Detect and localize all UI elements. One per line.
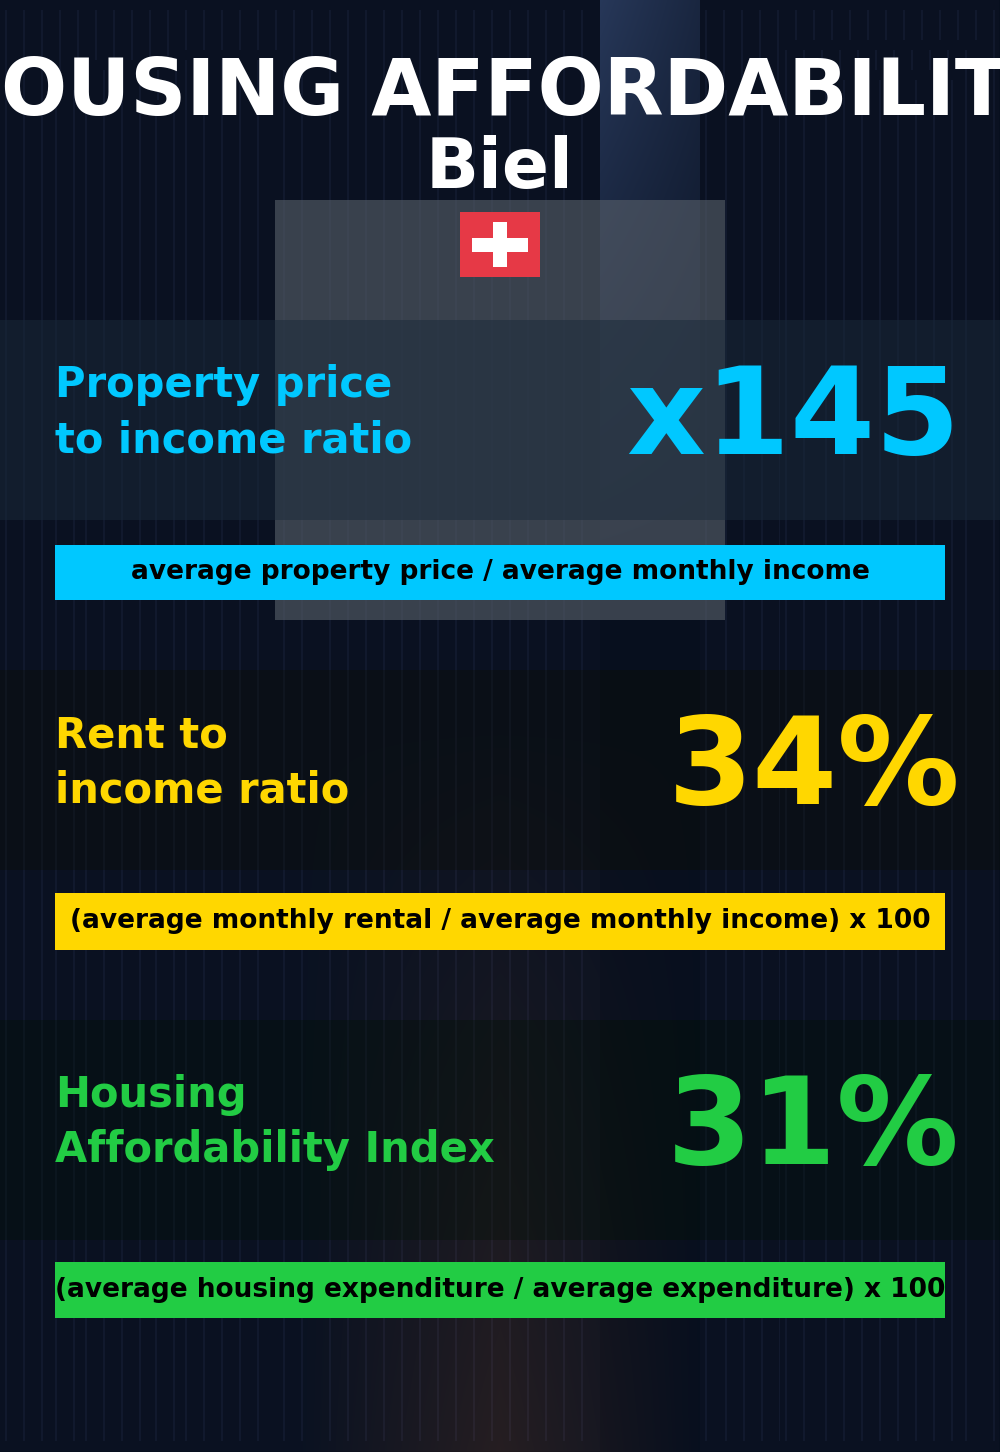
Text: Biel: Biel xyxy=(426,135,574,202)
Text: 31%: 31% xyxy=(667,1072,960,1189)
Bar xyxy=(472,238,528,253)
Bar xyxy=(55,893,945,950)
Bar xyxy=(493,222,507,267)
Bar xyxy=(0,669,1000,870)
Text: (average monthly rental / average monthly income) x 100: (average monthly rental / average monthl… xyxy=(70,908,930,934)
Bar xyxy=(0,1019,1000,1240)
Bar xyxy=(0,319,1000,520)
Text: x145: x145 xyxy=(626,362,960,479)
Text: Housing
Affordability Index: Housing Affordability Index xyxy=(55,1074,495,1172)
Bar xyxy=(55,544,945,600)
Bar xyxy=(55,1262,945,1318)
Text: Property price
to income ratio: Property price to income ratio xyxy=(55,364,412,462)
Text: average property price / average monthly income: average property price / average monthly… xyxy=(131,559,869,585)
Bar xyxy=(460,212,540,277)
Text: Rent to
income ratio: Rent to income ratio xyxy=(55,714,349,812)
Text: (average housing expenditure / average expenditure) x 100: (average housing expenditure / average e… xyxy=(55,1276,945,1302)
Text: HOUSING AFFORDABILITY: HOUSING AFFORDABILITY xyxy=(0,55,1000,131)
Text: 34%: 34% xyxy=(667,711,960,829)
